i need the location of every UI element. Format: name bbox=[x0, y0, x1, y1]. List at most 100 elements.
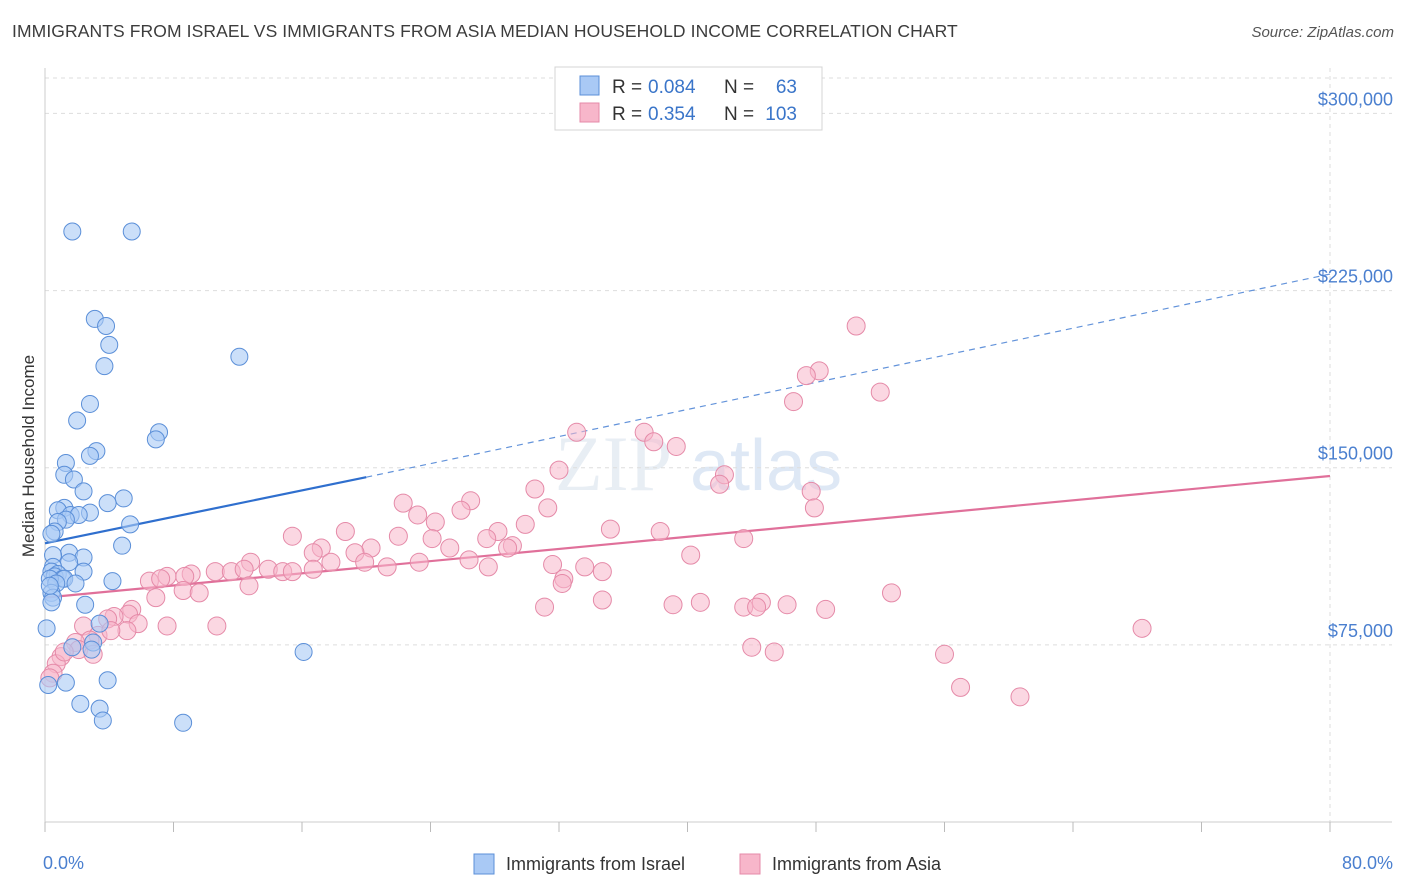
data-point-asia bbox=[173, 581, 193, 601]
data-point-israel bbox=[80, 446, 99, 465]
data-point-asia bbox=[881, 583, 901, 603]
data-point-asia bbox=[239, 576, 259, 596]
data-point-asia bbox=[498, 538, 518, 558]
trend-line-israel-extension bbox=[366, 273, 1331, 478]
watermark: ZIP atlas bbox=[555, 420, 842, 507]
legend-r-label-israel: R = bbox=[612, 77, 642, 98]
data-point-israel bbox=[98, 494, 117, 513]
data-point-israel bbox=[42, 593, 61, 612]
data-point-israel bbox=[39, 676, 58, 695]
series-israel-points bbox=[37, 222, 313, 732]
legend-n-label-israel: N = bbox=[724, 77, 754, 98]
data-point-israel bbox=[294, 642, 313, 661]
chart-title: IMMIGRANTS FROM ISRAEL VS IMMIGRANTS FRO… bbox=[12, 21, 958, 41]
data-point-israel bbox=[64, 470, 83, 489]
bottom-legend-swatch-asia bbox=[739, 853, 761, 875]
data-point-asia bbox=[157, 616, 177, 636]
data-point-israel bbox=[121, 515, 140, 534]
bottom-legend-label-asia: Immigrants from Asia bbox=[772, 854, 942, 874]
data-point-israel bbox=[56, 673, 75, 692]
data-point-israel bbox=[37, 619, 56, 638]
legend-swatch-asia bbox=[579, 102, 600, 123]
source-credit: Source: ZipAtlas.com bbox=[1251, 24, 1394, 41]
data-point-israel bbox=[95, 357, 114, 376]
correlation-legend: R = 0.084 N = 63 R = 0.354 N = 103 bbox=[554, 66, 823, 131]
legend-r-value-asia: 0.354 bbox=[648, 104, 696, 125]
data-point-asia bbox=[567, 422, 587, 442]
data-point-asia bbox=[552, 573, 572, 593]
data-point-asia bbox=[764, 642, 784, 662]
data-point-asia bbox=[303, 543, 323, 563]
data-point-asia bbox=[747, 597, 767, 617]
data-point-asia bbox=[425, 512, 445, 532]
data-point-asia bbox=[515, 514, 535, 534]
data-point-asia bbox=[538, 498, 558, 518]
data-point-asia bbox=[777, 595, 797, 615]
data-point-israel bbox=[63, 222, 82, 241]
data-point-asia bbox=[870, 382, 890, 402]
data-point-asia bbox=[234, 559, 254, 579]
data-point-asia bbox=[600, 519, 620, 539]
data-point-asia bbox=[742, 637, 762, 657]
series-legend: Immigrants from Israel Immigrants from A… bbox=[473, 853, 942, 875]
legend-n-value-israel: 63 bbox=[776, 77, 797, 98]
data-point-israel bbox=[146, 430, 165, 449]
data-point-asia bbox=[151, 569, 171, 589]
trend-lines bbox=[44, 273, 1331, 599]
y-tick-label: $300,000 bbox=[1318, 89, 1393, 109]
data-point-israel bbox=[63, 638, 82, 657]
data-point-asia bbox=[477, 529, 497, 549]
data-point-israel bbox=[42, 524, 61, 543]
bottom-legend-swatch-israel bbox=[473, 853, 495, 875]
data-point-asia bbox=[459, 550, 479, 570]
legend-swatch-israel bbox=[579, 75, 600, 96]
data-point-asia bbox=[543, 555, 563, 575]
data-point-israel bbox=[230, 347, 249, 366]
data-point-asia bbox=[650, 521, 670, 541]
data-point-asia bbox=[666, 436, 686, 456]
legend-n-value-asia: 103 bbox=[765, 104, 797, 125]
data-point-asia bbox=[207, 616, 227, 636]
data-point-israel bbox=[113, 536, 132, 555]
data-point-israel bbox=[93, 711, 112, 730]
data-point-asia bbox=[816, 599, 836, 619]
legend-n-label-asia: N = bbox=[724, 104, 754, 125]
data-point-asia bbox=[478, 557, 498, 577]
data-point-asia bbox=[377, 557, 397, 577]
data-point-asia bbox=[951, 677, 971, 697]
legend-r-value-israel: 0.084 bbox=[648, 77, 696, 98]
data-point-israel bbox=[71, 694, 90, 713]
data-point-asia bbox=[846, 316, 866, 336]
data-point-israel bbox=[100, 335, 119, 354]
data-point-asia bbox=[592, 562, 612, 582]
data-point-asia bbox=[801, 481, 821, 501]
data-point-asia bbox=[355, 552, 375, 572]
series-asia-points bbox=[40, 316, 1152, 707]
data-point-israel bbox=[82, 640, 101, 659]
data-point-israel bbox=[74, 482, 93, 501]
data-point-asia bbox=[663, 595, 683, 615]
data-point-israel bbox=[40, 576, 59, 595]
data-point-asia bbox=[335, 521, 355, 541]
data-point-asia bbox=[388, 526, 408, 546]
data-point-asia bbox=[393, 493, 413, 513]
data-point-israel bbox=[80, 394, 99, 413]
bottom-legend-label-israel: Immigrants from Israel bbox=[506, 854, 685, 874]
data-point-asia bbox=[525, 479, 545, 499]
data-point-asia bbox=[1010, 687, 1030, 707]
data-point-asia bbox=[422, 529, 442, 549]
trend-line-israel bbox=[44, 476, 367, 545]
data-point-asia bbox=[282, 562, 302, 582]
x-tick-label-max: 80.0% bbox=[1342, 853, 1393, 873]
data-point-israel bbox=[90, 614, 109, 633]
y-axis-title: Median Household Income bbox=[19, 355, 38, 557]
data-point-asia bbox=[117, 621, 137, 641]
data-point-israel bbox=[97, 317, 116, 335]
data-point-asia bbox=[804, 498, 824, 518]
data-point-asia bbox=[690, 592, 710, 612]
trend-line-asia bbox=[44, 474, 1331, 599]
data-point-asia bbox=[409, 552, 429, 572]
data-point-israel bbox=[122, 222, 141, 241]
data-point-israel bbox=[174, 713, 193, 732]
data-point-asia bbox=[796, 366, 816, 386]
